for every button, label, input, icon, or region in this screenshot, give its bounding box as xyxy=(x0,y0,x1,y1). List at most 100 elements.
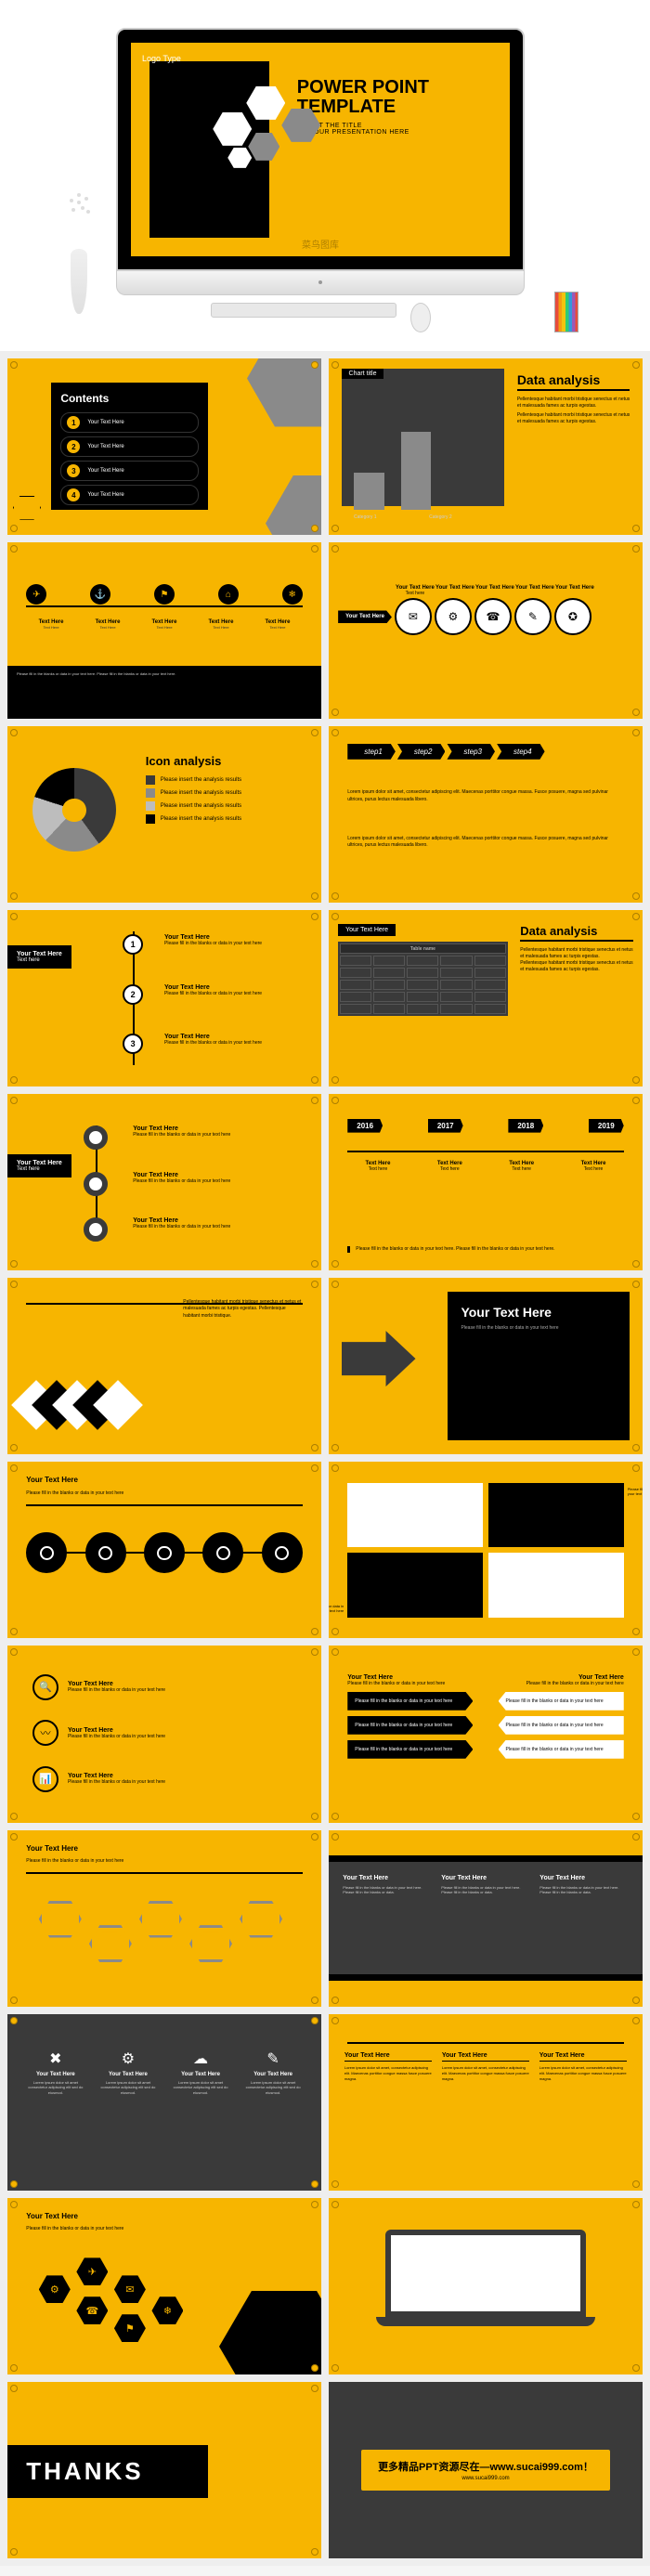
diamond-row xyxy=(26,1387,128,1423)
title-slide: Logo Type POWER POINTTEMPLATE INSERT THE… xyxy=(131,43,510,256)
section-title: Icon analysis xyxy=(146,754,303,768)
timeline-node: 3 xyxy=(123,1034,143,1054)
keyboard xyxy=(211,303,396,318)
body-text: Pellentesque habitant morbi tristique se… xyxy=(183,1299,302,1321)
laptop-icon xyxy=(385,2230,586,2335)
feature-icon: ⚙ xyxy=(96,2049,161,2068)
slide-pie-analysis: Icon analysis Please insert the analysis… xyxy=(7,726,321,903)
list-icon: 📊 xyxy=(32,1766,58,1792)
timeline-icon: ⚓ xyxy=(90,584,110,605)
data-table: Table name xyxy=(338,942,508,1016)
hex-icon: ⚙ xyxy=(39,2275,71,2303)
slide-vertical-dots: Your Text HereText here Your Text HerePl… xyxy=(7,1094,321,1270)
hex-outline xyxy=(189,1925,232,1962)
bar xyxy=(354,473,384,510)
slide-steps: step1 step2 step3 step4 Lorem ipsum dolo… xyxy=(329,726,643,903)
bar xyxy=(401,432,432,510)
block: Please fill in the blanks or data in you… xyxy=(347,1553,483,1617)
big-arrow-icon xyxy=(342,1331,416,1386)
flow-circle: Your Text Here✎ xyxy=(514,598,552,635)
list-icon: 〰 xyxy=(32,1720,58,1746)
body-text: Please fill in the blanks or data in you… xyxy=(461,1325,617,1331)
category-label: Category 2 xyxy=(429,514,451,520)
slide-arrow-panel: Your Text Here Please fill in the blanks… xyxy=(329,1278,643,1454)
block xyxy=(488,1553,624,1617)
big-hex-decor xyxy=(219,2291,321,2374)
chain-circle xyxy=(202,1532,243,1573)
slide-hex-icon-cluster: Your Text Here Please fill in the blanks… xyxy=(7,2198,321,2374)
flow-circle: Your Text Here⚙ xyxy=(435,598,472,635)
flow-circle: Your Text HereText here✉ xyxy=(395,598,432,635)
feature-icon: ✖ xyxy=(23,2049,88,2068)
pencil-cup xyxy=(543,292,590,332)
bar-chart xyxy=(354,422,492,510)
feature-icon: ✎ xyxy=(240,2049,306,2068)
ribbon: Please fill in the blanks or data in you… xyxy=(499,1716,624,1735)
peripherals xyxy=(211,303,431,332)
heading: Your Text Here xyxy=(26,1476,78,1484)
hex-outline xyxy=(89,1925,132,1962)
slide-icon-list: 🔍Your Text HerePlease fill in the blanks… xyxy=(7,1646,321,1822)
slide-dark-four-icons: ✖Your Text HereLorem ipsum dolor sit ame… xyxy=(7,2014,321,2191)
hex-icon: ❄ xyxy=(151,2296,183,2324)
dot-node xyxy=(84,1125,108,1150)
slide-table: Your Text Here Table name Data analysis … xyxy=(329,910,643,1086)
step-chevron: step3 xyxy=(447,744,495,760)
vase-decor xyxy=(60,193,98,332)
timeline-icon: ❄ xyxy=(282,584,303,605)
sub-heading: Please fill in the blanks or data in you… xyxy=(26,1490,124,1496)
year-chevron: 2017 xyxy=(428,1119,463,1133)
flow-circle: Your Text Here☎ xyxy=(474,598,512,635)
slide-three-columns: Your Text HereLorem ipsum dolor sit amet… xyxy=(329,2014,643,2191)
monitor-base xyxy=(116,271,525,295)
timeline-node: 2 xyxy=(123,984,143,1005)
hero: Logo Type POWER POINTTEMPLATE INSERT THE… xyxy=(0,0,650,351)
hex-outline xyxy=(139,1901,182,1938)
slide-laptop-mockup xyxy=(329,2198,643,2374)
body-text: Lorem ipsum dolor sit amet, consectetur … xyxy=(347,789,623,803)
monitor: Logo Type POWER POINTTEMPLATE INSERT THE… xyxy=(116,28,525,295)
flow-start: Your Text Here xyxy=(338,610,392,623)
hex-outline xyxy=(240,1901,282,1938)
block: Please fill in the blanks or data in you… xyxy=(488,1483,624,1547)
slide-ribbons: Your Text HerePlease fill in the blanks … xyxy=(329,1646,643,1822)
timeline-icon: ✈ xyxy=(26,584,46,605)
slide-data-analysis: Chart title Category 1 Category 2 Data a… xyxy=(329,358,643,535)
contents-item: 1Your Text Here xyxy=(60,412,199,433)
year-chevron: 2019 xyxy=(589,1119,624,1133)
year-chevron: 2016 xyxy=(347,1119,383,1133)
logo-type-label: Logo Type xyxy=(142,54,181,63)
hex-outline xyxy=(39,1901,82,1938)
slide-hex-outlines: Your Text Here Please fill in the blanks… xyxy=(7,1830,321,2007)
sub-heading: Please fill in the blanks or data in you… xyxy=(26,2226,124,2231)
slide-promo: 更多精品PPT资源尽在—www.sucai999.com！ www.sucai9… xyxy=(329,2382,643,2558)
slide-dark-strip: Your Text HerePlease fill in the blanks … xyxy=(329,1830,643,2007)
watermark: 菜鸟图库 xyxy=(131,237,510,251)
body-text: Pellentesque habitant morbi tristique se… xyxy=(520,947,633,960)
slide-circle-flow: Your Text Here Your Text HereText here✉ … xyxy=(329,542,643,719)
title-line-1: POWER POINT xyxy=(297,77,429,98)
slide-years-timeline: 2016 2017 2018 2019 Text HereText here T… xyxy=(329,1094,643,1270)
step-chevron: step1 xyxy=(347,744,396,760)
pie-chart xyxy=(32,768,116,852)
timeline-icon: ⌂ xyxy=(218,584,239,605)
ribbon: Please fill in the blanks or data in you… xyxy=(499,1692,624,1711)
table-header-tab: Your Text Here xyxy=(338,924,396,936)
chain-circle xyxy=(144,1532,185,1573)
slide-vertical-timeline: Your Text HereText here 1 2 3 Your Text … xyxy=(7,910,321,1086)
thanks-title: THANKS xyxy=(26,2457,143,2486)
promo-badge: 更多精品PPT资源尽在—www.sucai999.com！ www.sucai9… xyxy=(361,2450,610,2491)
footer-strip: Please fill in the blanks or data in you… xyxy=(7,666,321,719)
timeline-icon: ⚑ xyxy=(154,584,175,605)
quote-text: Please fill in the blanks or data in you… xyxy=(347,1246,623,1254)
contents-title: Contents xyxy=(60,392,199,405)
dot-node xyxy=(84,1217,108,1242)
hex-icon: ✉ xyxy=(114,2275,146,2303)
body-text: Pellentesque habitant morbi tristique se… xyxy=(517,397,630,410)
block xyxy=(347,1483,483,1547)
section-title: Data analysis xyxy=(517,372,630,391)
chain-circle xyxy=(85,1532,126,1573)
feature-icon: ☁ xyxy=(168,2049,233,2068)
slide-thanks: THANKS xyxy=(7,2382,321,2558)
contents-item: 3Your Text Here xyxy=(60,461,199,481)
